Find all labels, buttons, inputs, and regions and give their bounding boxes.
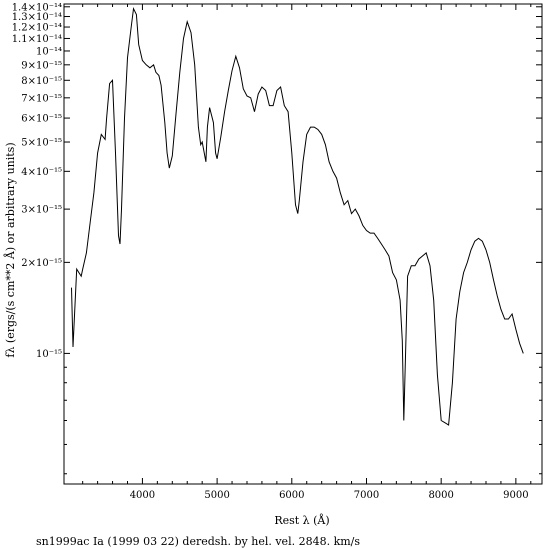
x-axis-label: Rest λ (Å)	[274, 513, 329, 527]
y-tick-label: 5×10⁻¹⁵	[21, 138, 62, 149]
y-tick-label: 9×10⁻¹⁵	[21, 60, 62, 71]
y-tick-label: 10⁻¹⁴	[36, 46, 62, 57]
y-axis-label: fλ (ergs/(s cm**2 Å) or arbitrary units)	[3, 142, 17, 357]
y-tick-label: 4×10⁻¹⁵	[21, 167, 62, 178]
chart-caption: sn1999ac Ia (1999 03 22) deredsh. by hel…	[36, 535, 360, 548]
plot-frame	[63, 3, 543, 485]
y-tick-label: 3×10⁻¹⁵	[21, 205, 62, 216]
x-tick-label: 4000	[130, 490, 155, 501]
y-axis-ticks: 1.4×10⁻¹⁴1.3×10⁻¹⁴1.2×10⁻¹⁴1.1×10⁻¹⁴10⁻¹…	[12, 2, 542, 475]
spectrum-line	[71, 7, 524, 426]
y-tick-label: 10⁻¹⁵	[36, 349, 62, 360]
x-tick-label: 9000	[503, 490, 528, 501]
y-tick-label: 7×10⁻¹⁵	[21, 93, 62, 104]
y-tick-label: 1.3×10⁻¹⁴	[12, 12, 62, 23]
y-tick-label: 1.4×10⁻¹⁴	[12, 2, 62, 13]
y-tick-label: 1.1×10⁻¹⁴	[12, 34, 62, 45]
y-tick-label: 8×10⁻¹⁵	[21, 76, 62, 87]
y-tick-label: 1.2×10⁻¹⁴	[12, 23, 62, 34]
x-tick-label: 5000	[204, 490, 229, 501]
x-tick-label: 8000	[428, 490, 453, 501]
y-tick-label: 6×10⁻¹⁵	[21, 114, 62, 125]
x-tick-label: 6000	[279, 490, 304, 501]
x-axis-ticks: 4000 5000 6000 7000 8000 9000	[82, 4, 532, 501]
x-tick-label: 7000	[354, 490, 379, 501]
y-tick-label: 2×10⁻¹⁵	[21, 258, 62, 269]
